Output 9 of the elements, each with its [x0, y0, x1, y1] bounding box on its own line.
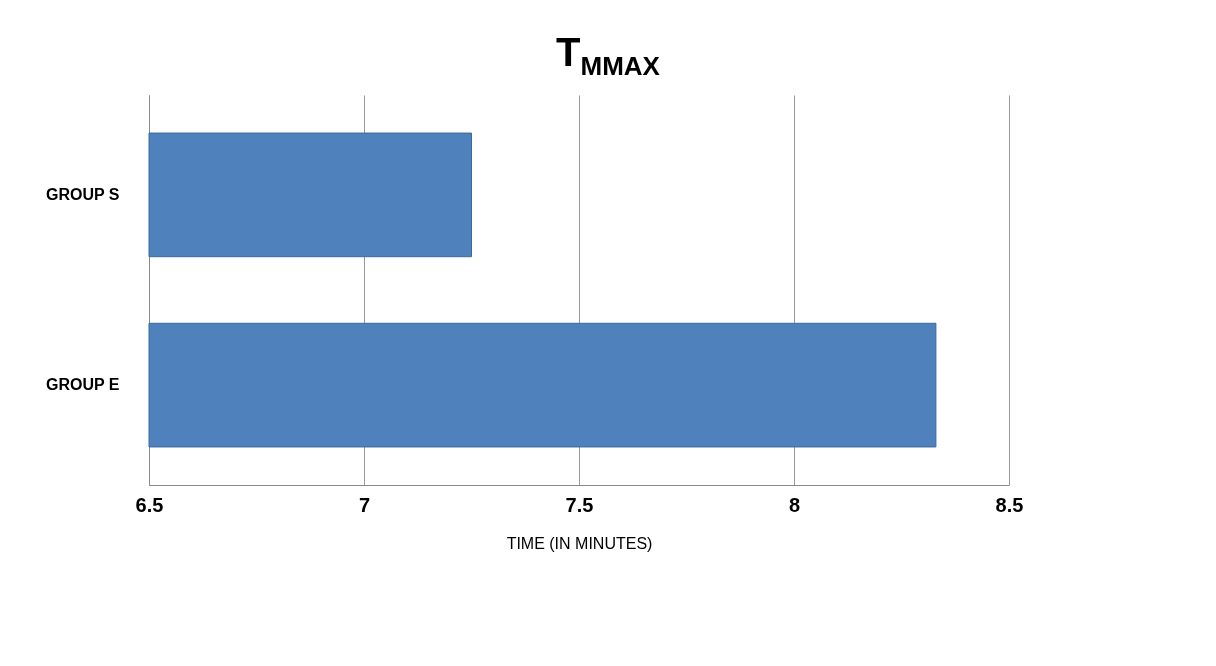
- x-tick-label: 8.5: [995, 493, 1024, 516]
- x-tick-label: 8: [788, 493, 801, 516]
- chart-title: T$_{MMAX}$: [555, 30, 661, 83]
- x-tick-label: 7.5: [565, 493, 594, 516]
- y-tick-label: GROUP S: [46, 185, 120, 203]
- x-tick-label: 7: [358, 493, 371, 516]
- x-tick-label: 6.5: [135, 493, 164, 516]
- y-tick-label: GROUP E: [46, 376, 120, 394]
- x-axis-title: TIME (IN MINUTES): [506, 534, 653, 552]
